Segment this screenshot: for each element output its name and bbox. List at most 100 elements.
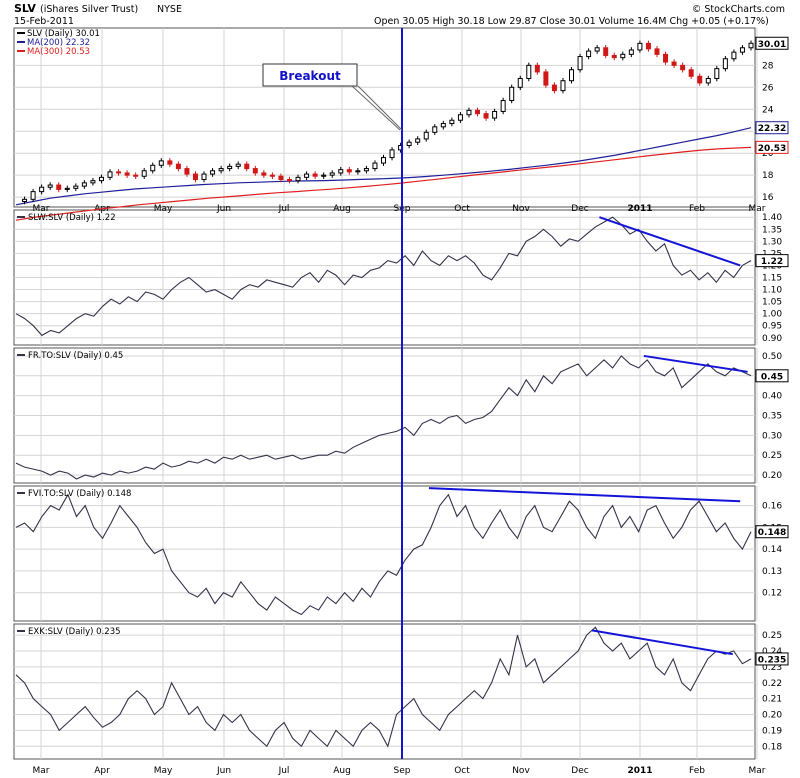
y-tick-label: 16 <box>762 193 774 203</box>
y-tick-label: 0.14 <box>762 545 782 555</box>
candle-body <box>449 119 455 125</box>
y-tick-label: 0.20 <box>762 471 782 481</box>
last-ratio-label: 0.148 <box>758 528 786 538</box>
candle-body <box>235 163 241 167</box>
candle-body <box>483 113 489 119</box>
x-tick-label: Jun <box>216 766 231 776</box>
y-tick-label: 1.15 <box>762 274 782 284</box>
candle-body <box>603 47 609 56</box>
x-tick-label-top: Mar <box>33 204 50 214</box>
ma200-value-label-box <box>755 121 789 135</box>
breakout-callout-pointer <box>351 85 403 131</box>
last-price-label: 30.01 <box>758 40 786 50</box>
legend-label: SLV (Daily) 30.01 <box>27 29 100 39</box>
y-tick-label: 18 <box>762 171 774 181</box>
candle-body <box>500 99 506 112</box>
candle-body <box>47 184 53 188</box>
candle-body <box>252 168 258 174</box>
y-tick-label: 1.00 <box>762 310 782 320</box>
y-tick-label: 0.23 <box>762 663 782 673</box>
y-tick-label: 0.16 <box>762 502 782 512</box>
breakout-callout-box <box>262 63 358 87</box>
candle-body <box>492 110 498 119</box>
y-tick-label: 1.05 <box>762 298 782 308</box>
candle-body <box>705 78 711 84</box>
candle-body <box>637 42 643 51</box>
candle-body <box>697 75 703 84</box>
y-tick-label: 0.95 <box>762 322 782 332</box>
trend-line <box>591 629 733 656</box>
candle-body <box>56 184 62 190</box>
panel-legend: EXK:SLV (Daily) 0.235 <box>28 627 121 637</box>
x-tick-label: Aug <box>333 766 351 776</box>
candle-body <box>355 170 361 173</box>
candle-body <box>432 126 438 133</box>
chart-date: 15-Feb-2011 <box>14 16 74 27</box>
candle-body <box>748 42 754 49</box>
candle-body <box>201 173 207 181</box>
candle-body <box>739 47 745 53</box>
x-tick-label: Sep <box>394 766 411 776</box>
x-tick-label: Apr <box>94 766 110 776</box>
candle-body <box>73 185 79 189</box>
y-tick-label: 0.25 <box>762 451 782 461</box>
trend-line <box>599 216 741 267</box>
exchange-label: NYSE <box>157 4 182 15</box>
ratio-line <box>15 626 752 748</box>
last-ratio-label: 0.45 <box>761 372 783 382</box>
candle-body <box>551 84 557 92</box>
candle-body <box>620 53 626 59</box>
candle-body <box>363 168 369 172</box>
x-tick-label: Dec <box>571 766 588 776</box>
candle-body <box>466 109 472 116</box>
candle-body <box>389 149 395 159</box>
candle-body <box>509 86 515 101</box>
candle-body <box>30 191 36 200</box>
candle-body <box>586 50 592 58</box>
panel-legend: FR.TO:SLV (Daily) 0.45 <box>28 351 123 361</box>
x-tick-label-top: Aug <box>333 204 351 214</box>
ma300-value-label-box <box>755 140 789 154</box>
candle-body <box>321 174 327 177</box>
last-ratio-label-box <box>755 525 789 539</box>
candle-body <box>663 53 669 63</box>
candle-body <box>415 138 421 143</box>
candle-body <box>295 176 301 182</box>
candle-body <box>312 173 318 177</box>
candle-body <box>645 42 651 50</box>
candle-body <box>184 168 190 175</box>
candle-body <box>278 175 284 181</box>
y-tick-label: 0.19 <box>762 726 782 736</box>
candle-body <box>475 109 481 115</box>
candle-body <box>722 58 728 70</box>
candle-body <box>381 157 386 164</box>
candle-body <box>64 187 70 190</box>
panel-frame-3 <box>13 485 756 622</box>
panel-frame-0 <box>13 27 756 208</box>
y-tick-label: 0.25 <box>762 631 782 641</box>
legend-label: MA(300) 20.53 <box>27 47 90 57</box>
ma300-value-label: 20.53 <box>758 144 786 154</box>
x-tick-label: Mar <box>749 766 766 776</box>
candle-body <box>543 71 549 86</box>
candle-body <box>244 163 250 170</box>
candle-body <box>731 51 737 60</box>
y-tick-label: 0.90 <box>762 334 782 344</box>
last-ratio-label-box <box>755 369 789 383</box>
candle-body <box>372 162 378 170</box>
x-tick-label: Jul <box>278 766 290 776</box>
y-tick-label: 0.35 <box>762 412 782 422</box>
x-tick-label-top: Jul <box>278 204 290 214</box>
candle-body <box>133 174 139 177</box>
trend-line <box>428 487 741 503</box>
candle-body <box>218 168 224 172</box>
candle-body <box>440 123 446 128</box>
candle-body <box>81 182 87 187</box>
candle-body <box>594 47 600 52</box>
candle-body <box>98 176 104 182</box>
last-ratio-label-box <box>755 652 789 666</box>
y-tick-label: 28 <box>762 61 774 71</box>
candle-body <box>269 174 275 177</box>
